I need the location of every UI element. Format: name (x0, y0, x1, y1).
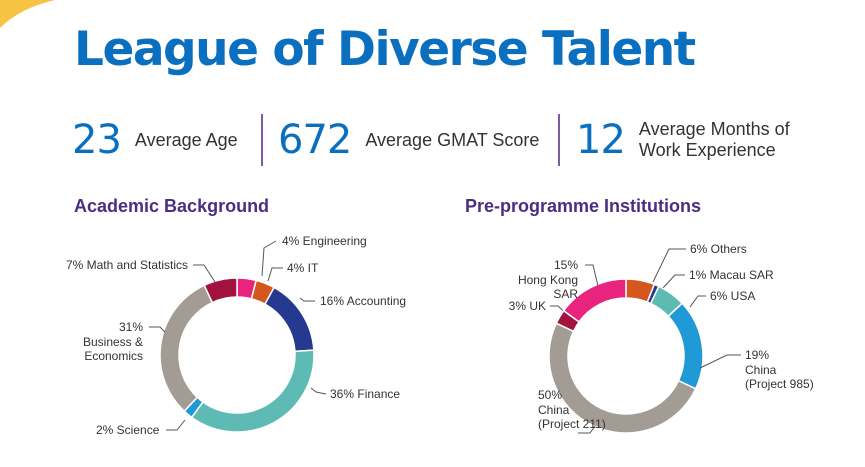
stats-divider (261, 114, 263, 166)
leader-line (689, 295, 706, 308)
donut-slice (263, 286, 315, 353)
slice-label: 36% Finance (330, 387, 400, 401)
slice-name: Economics (84, 349, 143, 363)
stat-label: Average Age (134, 129, 238, 150)
slice-label: 31% Business & Economics (83, 320, 143, 363)
slice-label: 3% UK (509, 299, 546, 313)
stat-label-line: Work Experience (638, 140, 776, 160)
slice-percent: 7% (66, 258, 84, 272)
slice-label: 7% Math and Statistics (66, 258, 188, 272)
slice-percent: 4% (287, 261, 305, 275)
stat-value: 12 (576, 117, 626, 163)
slice-percent: 6% (690, 242, 708, 256)
slice-name: China (538, 403, 570, 417)
slice-name: USA (727, 289, 755, 303)
slice-name: Others (707, 242, 746, 256)
slice-name: Hong Kong (518, 273, 578, 287)
stat-value: 23 (72, 117, 122, 163)
slice-percent: 19% (745, 348, 769, 362)
stats-bar: 23 Average Age 672 Average GMAT Score 12… (0, 110, 865, 170)
slice-percent: 2% (96, 423, 114, 437)
slice-name: UK (526, 299, 546, 313)
slice-name: Finance (354, 387, 400, 401)
leader-line (267, 267, 283, 282)
slice-percent: 1% (689, 268, 707, 282)
slice-name: Engineering (299, 234, 366, 248)
stat-value: 672 (278, 117, 352, 163)
leader-line (299, 297, 315, 302)
slice-label: 19% China (Project 985) (745, 348, 814, 391)
pre-programme-institutions-title: Pre-programme Institutions (465, 196, 702, 216)
donut-slice (159, 284, 214, 413)
stat-average-age: 23 Average Age (72, 110, 238, 170)
slice-label: 15% Hong Kong SAR (518, 258, 578, 301)
leader-line (166, 419, 186, 431)
slice-percent: 6% (710, 289, 728, 303)
leader-line (661, 274, 685, 290)
slice-percent: 16% (320, 294, 344, 308)
leader-line (261, 240, 277, 277)
leader-line (699, 354, 741, 369)
donut-slice (562, 278, 627, 323)
stat-label: Average GMAT Score (365, 129, 540, 150)
slice-name: Accounting (344, 294, 406, 308)
slice-percent: 15% (554, 258, 578, 272)
stat-label-multiline: Average Months of Work Experience (639, 119, 790, 160)
slice-name: SAR (553, 287, 578, 301)
slice-label: 6% Others (690, 242, 747, 256)
donut-slice (190, 349, 315, 433)
slice-percent: 36% (330, 387, 354, 401)
donut-slice (548, 322, 697, 434)
slice-name: Macau SAR (706, 268, 774, 282)
slice-name: Business & (83, 335, 143, 349)
leader-line (310, 387, 327, 395)
corner-accent-decoration (0, 0, 55, 28)
slice-label: 50% China (Project 211) (538, 388, 606, 431)
slice-label: 4% Engineering (282, 234, 367, 248)
leader-line (578, 425, 596, 434)
slice-label: 6% USA (710, 289, 755, 303)
academic-background-title: Academic Background (74, 196, 270, 216)
slice-percent: 3% (509, 299, 527, 313)
donut-slice (667, 302, 704, 390)
stats-divider (558, 114, 560, 166)
leader-line (149, 326, 166, 333)
slice-name: Science (113, 423, 159, 437)
stat-label-line: Average Months of (638, 119, 790, 140)
leader-line (193, 264, 216, 283)
stat-average-gmat: 672 Average GMAT Score (278, 110, 539, 170)
slice-label: 2% Science (96, 423, 160, 437)
page-title: League of Diverse Talent (74, 22, 696, 77)
slice-label: 4% IT (287, 261, 319, 275)
leader-line (585, 264, 599, 287)
slice-name: IT (304, 261, 319, 275)
slice-name: (Project 985) (745, 377, 814, 391)
slice-name: Math and Statistics (83, 258, 188, 272)
slice-name: China (745, 363, 777, 377)
leader-line (652, 248, 686, 283)
slice-label: 16% Accounting (320, 294, 406, 308)
slice-percent: 31% (119, 320, 143, 334)
slice-label: 1% Macau SAR (689, 268, 774, 282)
slice-percent: 4% (282, 234, 300, 248)
slice-name: (Project 211) (538, 417, 606, 431)
slice-percent: 50% (538, 388, 562, 402)
stat-work-experience: 12 Average Months of Work Experience (576, 110, 790, 170)
